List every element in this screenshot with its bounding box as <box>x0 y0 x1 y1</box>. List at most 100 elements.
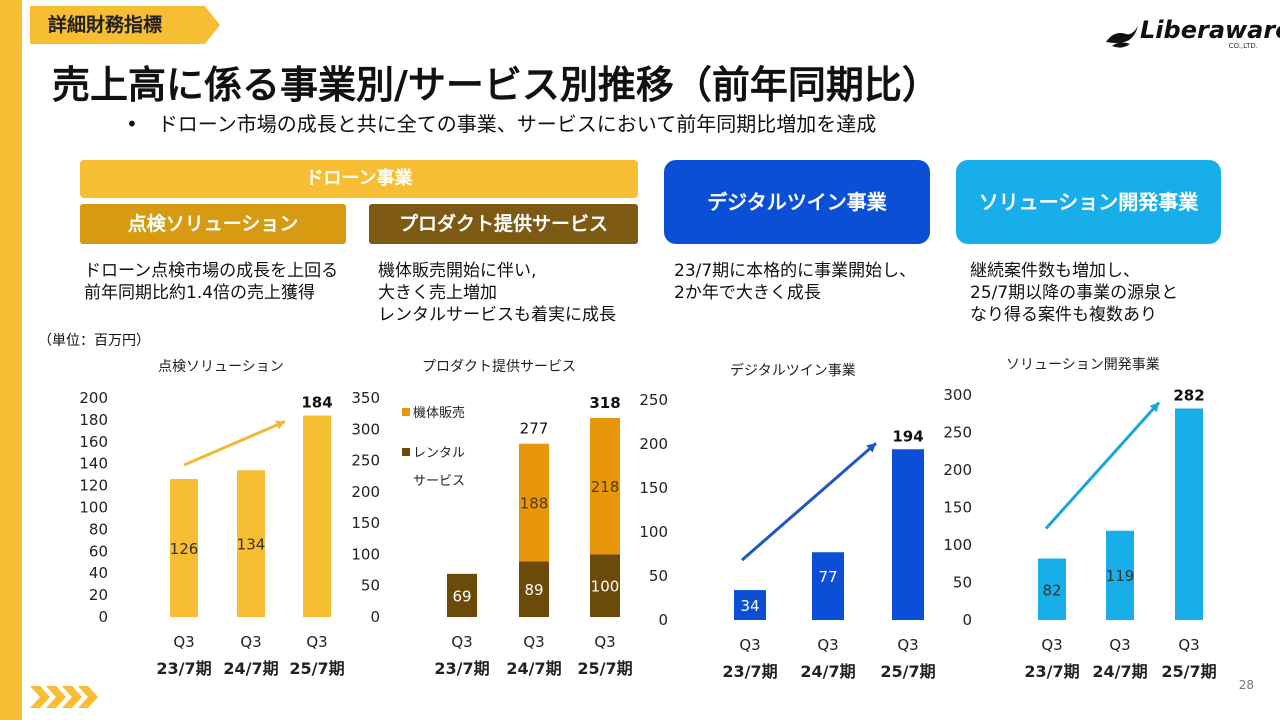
x-tick-label: Q3 <box>817 636 838 654</box>
bar <box>1175 408 1203 620</box>
x-period-label: 23/7期 <box>1024 662 1079 681</box>
y-tick-label: 80 <box>89 520 108 538</box>
drone-business-header: ドローン事業 <box>80 160 638 198</box>
y-tick-label: 150 <box>639 479 668 497</box>
data-label-total: 277 <box>520 420 549 438</box>
x-tick-label: Q3 <box>739 636 760 654</box>
chevron-decoration-icon <box>30 686 98 708</box>
bar <box>734 590 766 620</box>
x-period-label: 24/7期 <box>506 659 561 678</box>
trend-arrow-line <box>1044 401 1161 530</box>
y-tick-label: 200 <box>351 483 380 501</box>
data-label-total: 318 <box>589 394 620 412</box>
chart-solution-svg: 0 50 100 150 200 250 300 Q3 23/7期 Q3 24/7期 Q3 25/7期 8… <box>943 386 1216 681</box>
x-tick-label: Q3 <box>1178 636 1199 654</box>
y-tick-label: 50 <box>361 577 380 595</box>
y-tick-label: 100 <box>639 523 668 541</box>
bar <box>237 470 265 617</box>
y-tick-label: 0 <box>98 608 108 626</box>
data-label-rental: 89 <box>524 581 543 599</box>
product-service-header: プロダクト提供サービス <box>369 204 638 244</box>
legend-swatch-rental <box>402 448 410 456</box>
company-logo: Liberaware CO.,LTD. <box>1102 12 1280 52</box>
x-period-label: 25/7期 <box>880 662 935 681</box>
x-period-label: 25/7期 <box>577 659 632 678</box>
product-description: 機体販売開始に伴い, 大きく売上増加 レンタルサービスも着実に成長 <box>378 261 616 325</box>
chart-title: 点検ソリューション <box>158 359 284 375</box>
chart-title: デジタルツイン事業 <box>730 363 856 379</box>
digital-description: 23/7期に本格的に事業開始し、 2か年で大きく成長 <box>674 261 917 303</box>
chart-solution: ソリューション開発事業 0 50 100 150 200 250 300 Q3 23/7期 Q3 2… <box>930 340 1230 690</box>
bar-sales <box>519 443 549 562</box>
bar <box>1106 530 1134 620</box>
y-tick-label: 250 <box>943 424 972 442</box>
y-tick-label: 60 <box>89 542 108 560</box>
data-label: 34 <box>740 597 759 615</box>
y-tick-label: 300 <box>943 386 972 404</box>
y-tick-label: 200 <box>79 389 108 407</box>
y-tick-label: 0 <box>370 608 380 626</box>
y-tick-label: 250 <box>639 391 668 409</box>
x-period-label: 23/7期 <box>434 659 489 678</box>
logo-subtext: CO.,LTD. <box>1228 42 1258 50</box>
page-number: 28 <box>1238 678 1254 692</box>
trend-arrow-line <box>741 442 877 562</box>
y-tick-label: 150 <box>943 499 972 517</box>
y-tick-label: 120 <box>79 477 108 495</box>
x-tick-label: Q3 <box>173 633 194 651</box>
trend-arrow-head-icon <box>275 420 285 430</box>
trend-arrow-head-icon <box>1149 402 1159 413</box>
bar <box>892 449 924 620</box>
bar <box>170 479 198 617</box>
x-period-label: 24/7期 <box>1092 662 1147 681</box>
y-tick-label: 150 <box>351 514 380 532</box>
x-period-label: 24/7期 <box>223 659 278 678</box>
x-tick-label: Q3 <box>594 633 615 651</box>
page-title: 売上高に係る事業別/サービス別推移（前年同期比） <box>52 63 940 107</box>
y-tick-label: 180 <box>79 411 108 429</box>
chart-inspection-svg: 0 20 40 60 80 100 120 140 160 180 200 Q3 23/7期 Q3 24/7… <box>79 389 344 678</box>
x-tick-label: Q3 <box>451 633 472 651</box>
digital-twin-header: デジタルツイン事業 <box>664 160 930 244</box>
x-tick-label: Q3 <box>306 633 327 651</box>
trend-arrow-head-icon <box>866 443 876 453</box>
chart-title: ソリューション開発事業 <box>1006 357 1160 373</box>
chart-inspection: 点検ソリューション 0 20 40 60 80 100 120 140 160 180 200 Q3 2… <box>40 340 344 690</box>
bar <box>812 552 844 620</box>
data-label: 184 <box>301 394 332 412</box>
x-tick-label: Q3 <box>897 636 918 654</box>
data-label-sales: 218 <box>591 478 620 496</box>
legend-label-rental-2: サービス <box>413 474 465 489</box>
solution-dev-header: ソリューション開発事業 <box>956 160 1221 244</box>
bar-rental <box>447 573 477 617</box>
x-period-label: 25/7期 <box>289 659 344 678</box>
left-accent-bar <box>0 0 22 720</box>
y-tick-label: 250 <box>351 452 380 470</box>
x-period-label: 25/7期 <box>1161 662 1216 681</box>
y-tick-label: 20 <box>89 586 108 604</box>
data-label-rental: 100 <box>591 578 620 596</box>
data-label: 126 <box>170 540 199 558</box>
inspection-description: ドローン点検市場の成長を上回る 前年同期比約1.4倍の売上獲得 <box>84 261 339 303</box>
unit-label: （単位：百万円） <box>38 333 150 349</box>
chart-product: プロダクト提供サービス 0 50 100 150 200 250 300 350 Q3 23/7期… <box>340 340 640 690</box>
y-tick-label: 100 <box>79 499 108 517</box>
x-tick-label: Q3 <box>1109 636 1130 654</box>
data-label: 282 <box>1173 387 1204 405</box>
legend-swatch-sales <box>402 408 410 416</box>
chart-product-svg: 0 50 100 150 200 250 300 350 Q3 23/7期 Q3 24/7期 Q3 25/… <box>351 389 632 678</box>
x-tick-label: Q3 <box>1041 636 1062 654</box>
bar <box>1038 558 1066 620</box>
chart-digital-svg: 0 50 100 150 200 250 Q3 23/7期 Q3 24/7期 Q3 25/7期 34 77… <box>639 391 935 681</box>
y-tick-label: 300 <box>351 420 380 438</box>
page-subtitle: • ドローン市場の成長と共に全ての事業、サービスにおいて前年同期比増加を達成 <box>126 112 877 136</box>
section-tag: 詳細財務指標 <box>30 6 220 44</box>
chart-title: プロダクト提供サービス <box>422 359 576 375</box>
trend-arrow-line <box>183 420 286 467</box>
bar-rental <box>590 554 620 617</box>
y-tick-label: 100 <box>351 545 380 563</box>
bar-sales <box>590 418 620 555</box>
logo-text: Liberaware <box>1140 16 1280 44</box>
legend-label-sales: 機体販売 <box>413 405 465 421</box>
y-tick-label: 140 <box>79 455 108 473</box>
